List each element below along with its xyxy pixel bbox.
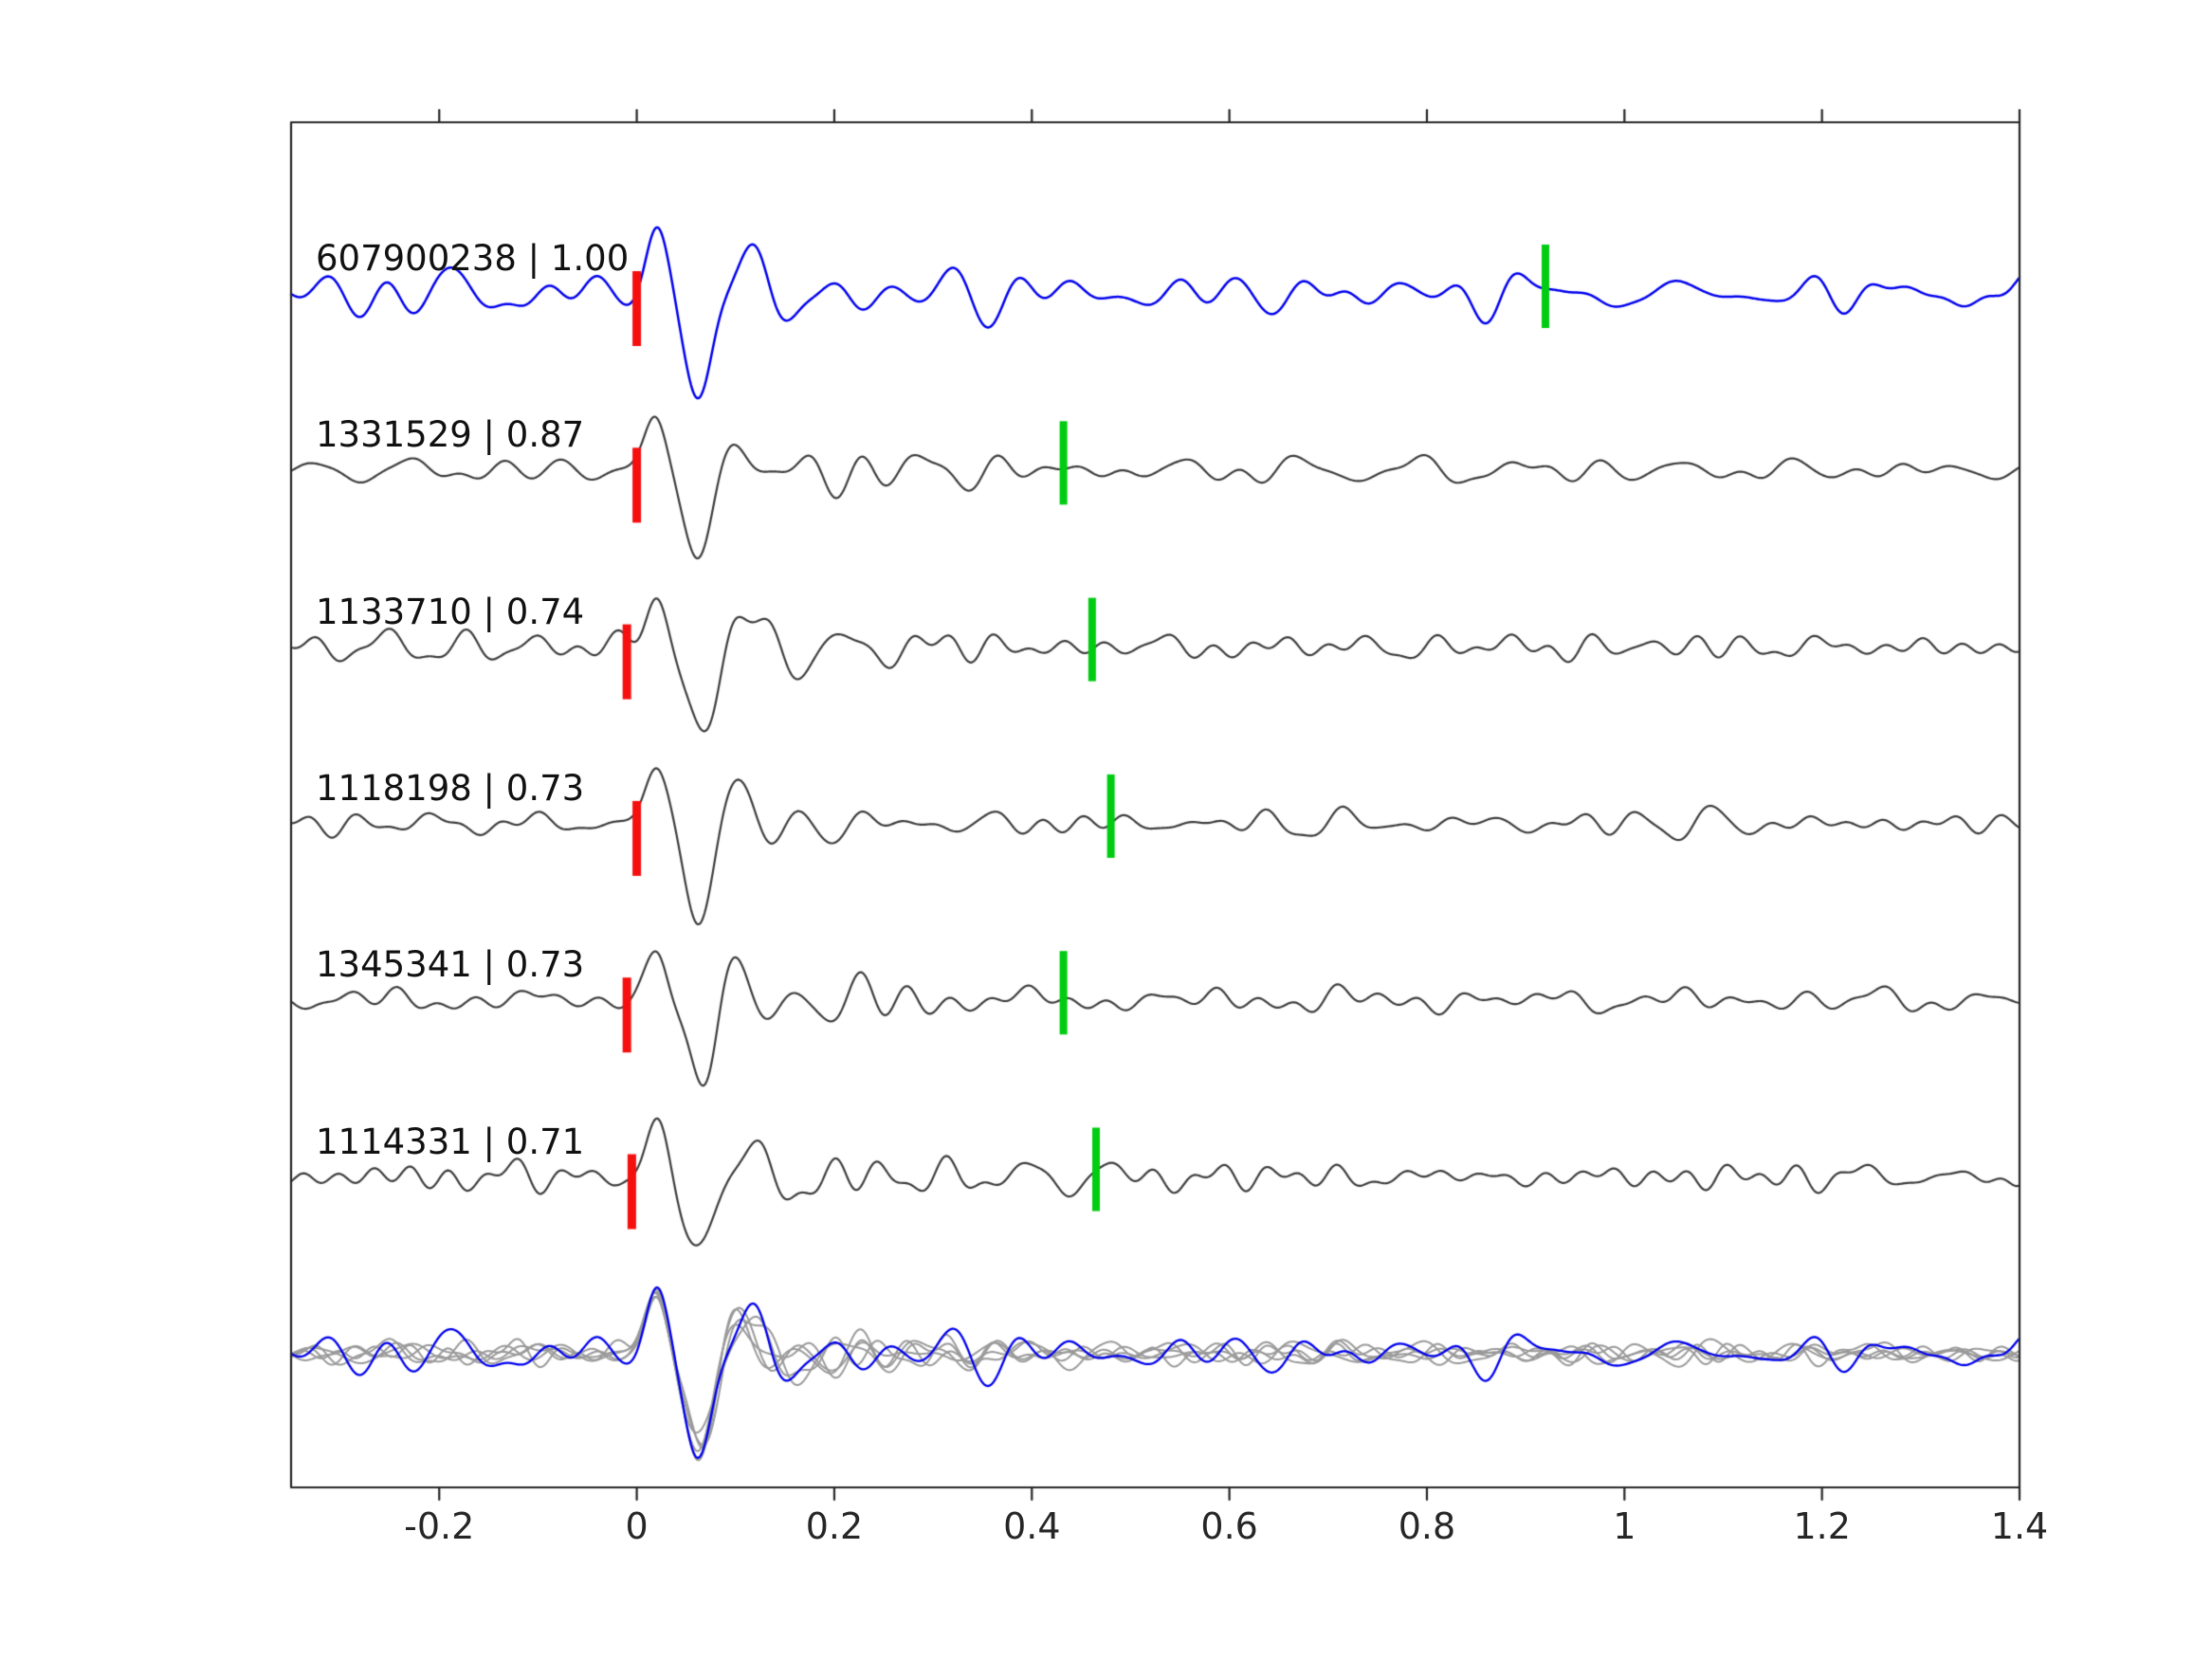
x-tick-label: 0.4 <box>1003 1505 1061 1547</box>
x-tick-label: 0.2 <box>805 1505 864 1547</box>
trace-label: 1133710 | 0.74 <box>316 591 585 632</box>
x-tick-label: 1.4 <box>1990 1505 2049 1547</box>
trace-label: 1331529 | 0.87 <box>316 414 585 456</box>
trace-label: 1118198 | 0.73 <box>316 767 585 809</box>
trace-label: 1345341 | 0.73 <box>316 944 585 986</box>
trace-label: 607900238 | 1.00 <box>316 238 630 279</box>
x-tick-label: -0.2 <box>404 1505 475 1547</box>
trace-label: 1114331 | 0.71 <box>316 1121 585 1162</box>
x-tick-label: 0.8 <box>1398 1505 1456 1547</box>
x-tick-label: 1 <box>1613 1505 1636 1547</box>
x-tick-label: 0 <box>625 1505 649 1547</box>
x-tick-label: 1.2 <box>1793 1505 1851 1547</box>
x-tick-label: 0.6 <box>1200 1505 1258 1547</box>
